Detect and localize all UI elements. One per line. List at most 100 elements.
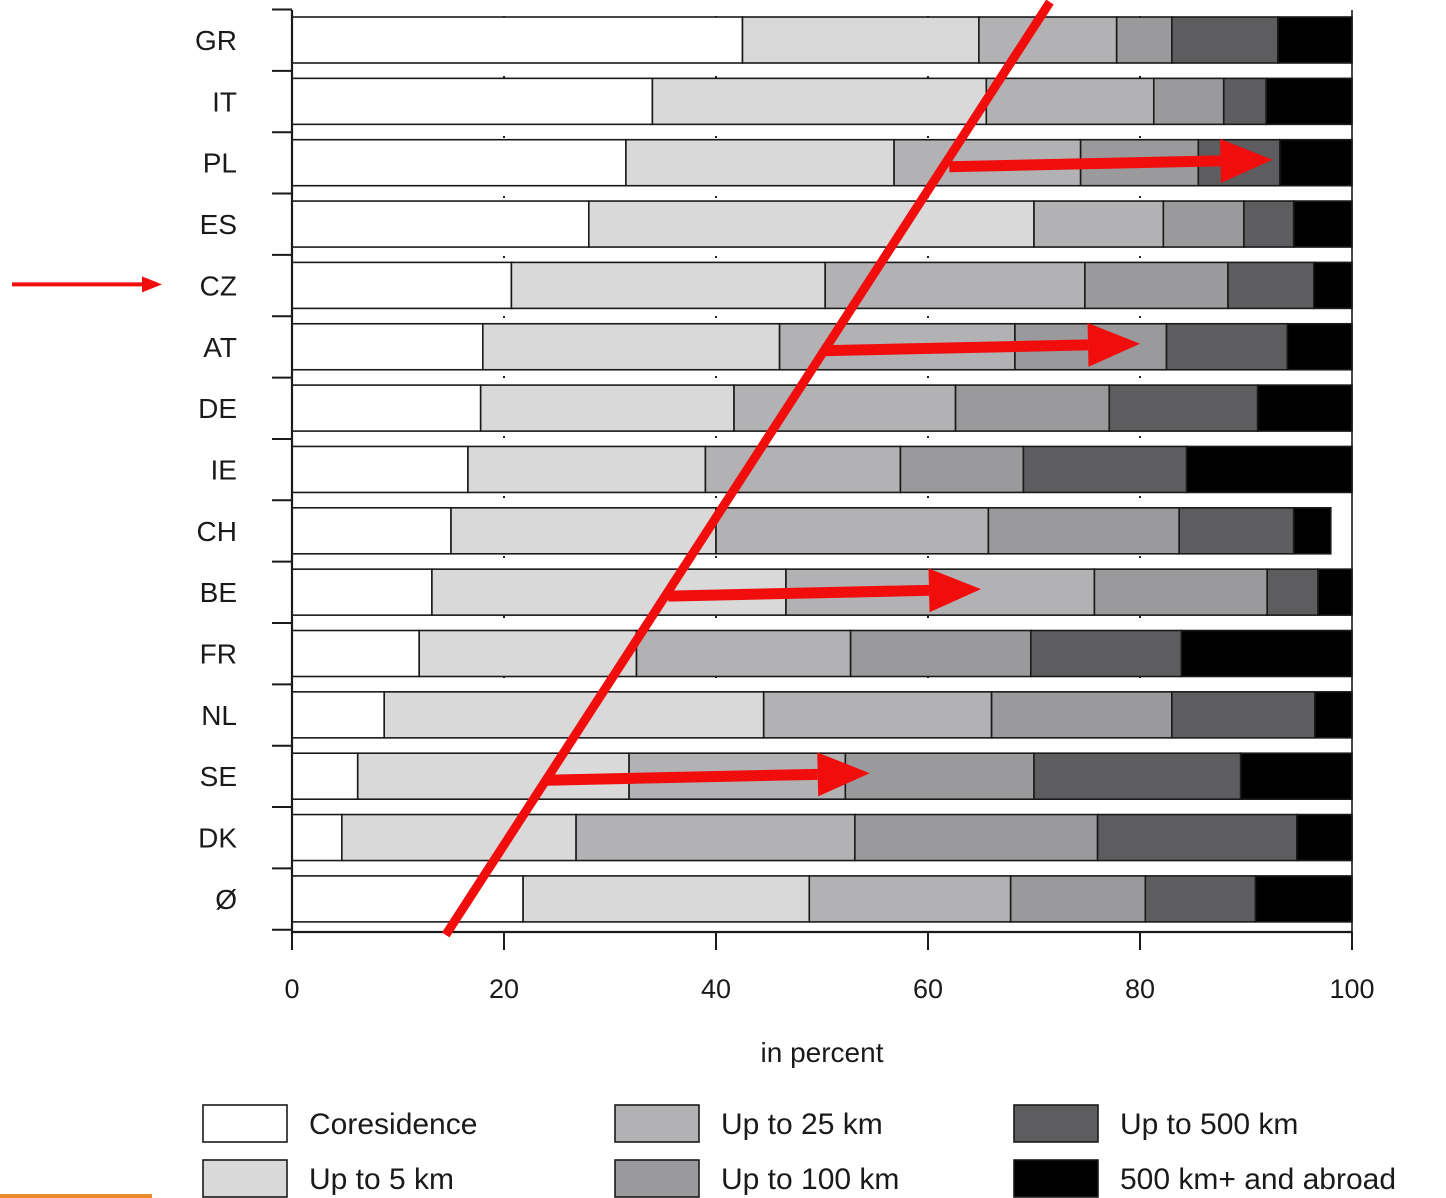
x-tick-label-20: 20 — [489, 974, 519, 1004]
arrow-head — [142, 276, 162, 293]
bar-ch-up-to-100-km — [987, 506, 1181, 555]
bar-ie-up-to-100-km — [899, 445, 1025, 494]
bars — [291, 16, 1353, 923]
bar-it-500-km-and-abroad — [1265, 77, 1353, 126]
bar-at-up-to-500-km — [1165, 322, 1289, 371]
bar-gr-up-to-100-km — [1115, 16, 1173, 64]
bar-fr-500-km-and-abroad — [1180, 629, 1353, 678]
bar-es-up-to-5-km — [587, 200, 1035, 248]
bar-nl-up-to-25-km — [762, 691, 993, 739]
bar-de-up-to-500-km — [1108, 384, 1259, 432]
category-label-ie: IE — [211, 454, 237, 485]
legend-item-coresidence: Coresidence — [202, 1104, 477, 1143]
bar-ie-coresidence — [291, 445, 469, 494]
category-label-cz: CZ — [200, 270, 237, 301]
arrow-shaft — [668, 584, 930, 602]
bar-avg-up-to-100-km — [1009, 875, 1147, 923]
red-arrow-se — [546, 752, 870, 797]
bar-avg-coresidence — [291, 875, 524, 923]
category-labels: GR IT PL ES CZ AT DE IE CH BE FR NL SE DK Ø — [195, 25, 237, 915]
bar-avg-up-to-5-km — [522, 875, 811, 923]
bar-dk-up-to-100-km — [854, 813, 1099, 862]
bar-nl-up-to-100-km — [990, 691, 1173, 739]
bar-fr-up-to-5-km — [418, 629, 638, 678]
bar-dk-up-to-500-km — [1096, 813, 1298, 862]
bar-se-up-to-100-km — [844, 752, 1035, 801]
bar-gr-coresidence — [291, 16, 744, 64]
x-tick-label-60: 60 — [913, 974, 943, 1004]
bar-at-up-to-5-km — [481, 322, 781, 371]
category-label-avg: Ø — [215, 884, 237, 915]
red-arrow-at — [821, 322, 1140, 367]
bar-ch-up-to-5-km — [450, 506, 717, 555]
bar-fr-coresidence — [291, 629, 420, 678]
bar-de-500-km-and-abroad — [1256, 384, 1353, 432]
bar-cz-500-km-and-abroad — [1313, 261, 1353, 310]
category-label-es: ES — [200, 209, 237, 240]
bar-gr-up-to-25-km — [978, 16, 1118, 64]
category-label-be: BE — [200, 577, 237, 608]
category-label-se: SE — [200, 761, 237, 792]
x-axis-label: in percent — [761, 1037, 884, 1068]
bar-fr-up-to-100-km — [849, 629, 1032, 678]
bar-pl-500-km-and-abroad — [1279, 138, 1353, 187]
bar-be-coresidence — [291, 568, 433, 616]
bar-ie-up-to-500-km — [1022, 445, 1188, 494]
category-label-pl: PL — [203, 148, 237, 179]
arrow-head — [817, 752, 870, 797]
category-label-nl: NL — [201, 700, 237, 731]
annotations — [12, 0, 1273, 938]
x-tick-labels: 0 20 40 60 80 100 — [284, 974, 1374, 1004]
bar-at-coresidence — [291, 322, 484, 371]
legend-swatch — [1013, 1104, 1099, 1143]
x-tick-label-0: 0 — [284, 974, 299, 1004]
legend-swatch — [202, 1159, 288, 1198]
category-label-fr: FR — [200, 639, 237, 670]
bar-se-500-km-and-abroad — [1239, 752, 1353, 801]
bar-de-coresidence — [291, 384, 482, 432]
bar-it-up-to-5-km — [651, 77, 988, 126]
bar-de-up-to-25-km — [733, 384, 957, 432]
bar-be-up-to-500-km — [1266, 568, 1319, 616]
bar-be-500-km-and-abroad — [1317, 568, 1353, 616]
bar-nl-up-to-500-km — [1171, 691, 1316, 739]
bar-cz-coresidence — [291, 261, 513, 310]
legend-label: Up to 5 km — [309, 1163, 454, 1196]
bar-fr-up-to-500-km — [1030, 629, 1183, 678]
bar-gr-up-to-5-km — [741, 16, 980, 64]
arrow-shaft — [546, 768, 818, 786]
bar-cz-up-to-500-km — [1227, 261, 1315, 310]
bar-gr-up-to-500-km — [1171, 16, 1279, 64]
legend-item-500-km-and-abroad: 500 km+ and abroad — [1013, 1159, 1396, 1198]
arrow-head — [1087, 322, 1140, 367]
bar-dk-up-to-5-km — [341, 813, 577, 862]
bar-ch-up-to-25-km — [715, 506, 990, 555]
bar-avg-up-to-25-km — [808, 875, 1012, 923]
x-tick-label-100: 100 — [1329, 974, 1374, 1004]
bar-ie-up-to-5-km — [467, 445, 707, 494]
bar-it-up-to-500-km — [1222, 77, 1267, 126]
red-arrow-be — [668, 568, 981, 613]
category-label-at: AT — [203, 332, 237, 363]
bar-at-500-km-and-abroad — [1286, 322, 1353, 371]
legend-label: Up to 100 km — [721, 1163, 899, 1196]
category-label-gr: GR — [195, 25, 237, 56]
red-arrow-pl — [949, 138, 1273, 183]
bar-it-up-to-100-km — [1152, 77, 1225, 126]
bar-ch-500-km-and-abroad — [1292, 506, 1332, 555]
legend-label: Coresidence — [309, 1108, 477, 1141]
legend-swatch — [1013, 1159, 1099, 1198]
bar-avg-up-to-500-km — [1144, 875, 1257, 923]
bar-cz-up-to-100-km — [1084, 261, 1229, 310]
category-label-it: IT — [212, 86, 237, 117]
arrow-shaft — [949, 155, 1221, 173]
bar-dk-500-km-and-abroad — [1296, 813, 1353, 862]
arrow-head — [1220, 138, 1273, 183]
legend-label: Up to 25 km — [721, 1108, 883, 1141]
legend-swatch — [202, 1104, 288, 1143]
bar-de-up-to-5-km — [479, 384, 735, 432]
legend-swatch — [614, 1159, 700, 1198]
bar-dk-up-to-25-km — [575, 813, 856, 862]
x-tick-label-80: 80 — [1125, 974, 1155, 1004]
bar-es-500-km-and-abroad — [1292, 200, 1353, 248]
